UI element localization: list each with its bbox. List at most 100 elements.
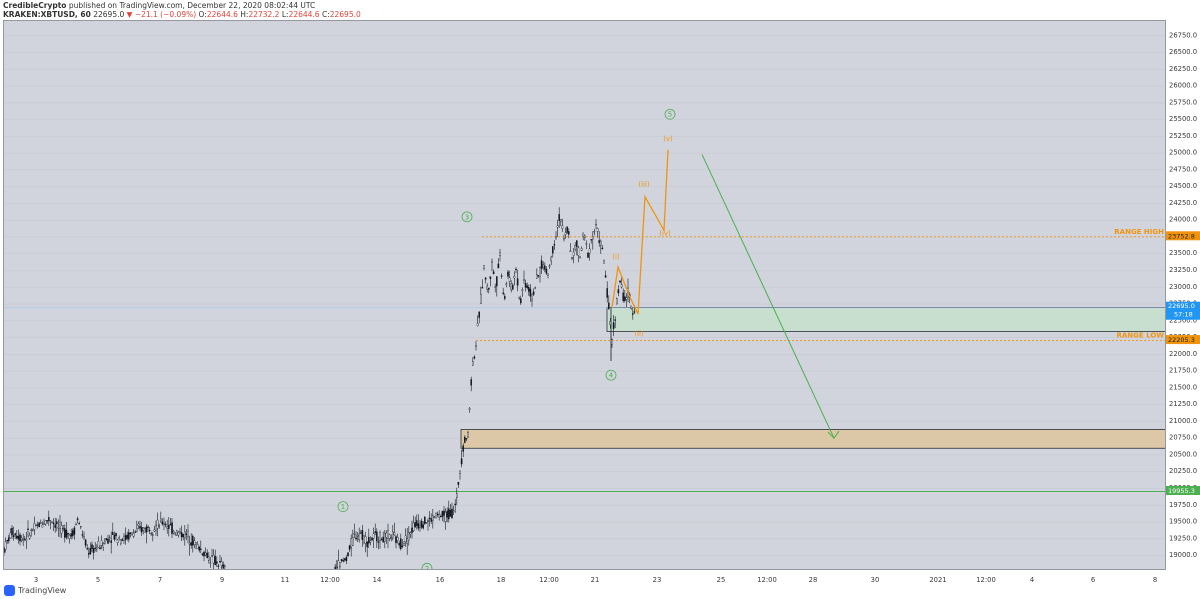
candle-body <box>15 535 18 539</box>
candle-body <box>464 436 466 443</box>
candle-body <box>105 538 108 541</box>
candle-body <box>40 522 42 524</box>
candle-body <box>52 522 55 524</box>
candle-body <box>121 539 124 541</box>
chart-plot-area[interactable]: RANGE HIGH RANGE LOW 1 2 3 4 5 (i) (ii) (iii) (iv)… <box>3 20 1166 570</box>
candle-body <box>427 520 429 522</box>
candle-body <box>619 280 621 283</box>
candle-body <box>459 470 461 474</box>
candle-body <box>360 532 362 534</box>
candle-body <box>552 246 554 254</box>
candle-body <box>480 293 482 304</box>
candle-body <box>441 511 444 517</box>
y-tick-label: 21000.0 <box>1169 417 1197 425</box>
candle-body <box>595 224 597 226</box>
price-chart[interactable]: RANGE HIGH RANGE LOW 1 2 3 4 5 (i) (ii) (iii) (iv)… <box>4 21 1166 570</box>
candle-body <box>67 532 69 535</box>
candle-body <box>468 408 471 410</box>
range-low-tag-text: 22205.3 <box>1168 336 1195 344</box>
candle-body <box>166 526 169 529</box>
candle-body <box>612 322 615 329</box>
candle-body <box>588 248 591 254</box>
candle-body <box>568 231 570 235</box>
candle-body <box>379 532 381 542</box>
candle-body <box>457 482 460 485</box>
price-axis[interactable]: 26750.0 26500.0 26250.0 26000.0 25750.0 25500… <box>1166 20 1200 570</box>
candle-body <box>60 525 63 534</box>
candle-body <box>148 529 151 531</box>
x-tick-label: 11 <box>281 576 290 584</box>
tradingview-brand[interactable]: TradingView <box>4 585 66 596</box>
candle-body <box>396 537 399 541</box>
candle-body <box>518 297 520 299</box>
wave-label-v: (v) <box>663 135 673 143</box>
candle-body <box>24 538 26 540</box>
open-label: O: <box>198 10 207 19</box>
candle-body <box>211 555 213 557</box>
candle-body <box>598 240 600 244</box>
candle-body <box>404 535 407 543</box>
candle-body <box>508 277 511 282</box>
candle-body <box>576 240 578 247</box>
candle-body <box>56 521 58 525</box>
x-tick-label: 30 <box>871 576 880 584</box>
candle-body <box>550 256 552 262</box>
y-tick-label: 23250.0 <box>1169 266 1197 274</box>
candle-body <box>54 524 56 528</box>
candle-body <box>48 517 50 521</box>
candle-body <box>76 518 79 521</box>
candle-body <box>572 251 575 256</box>
wave-label-iii: (iii) <box>638 181 650 189</box>
last-price: 22695.0 <box>93 10 125 19</box>
candle-body <box>153 529 156 532</box>
candle-body <box>33 523 36 530</box>
candle-body <box>65 529 68 538</box>
wave-circle <box>337 501 349 513</box>
candle-body <box>223 565 226 567</box>
candle-body <box>355 537 357 540</box>
candle-body <box>387 530 389 539</box>
candle-body <box>456 493 458 498</box>
time-axis[interactable]: 3 5 7 9 11 12:00 14 16 18 12:00 21 23 25 12:00 28 30 202… <box>3 570 1166 584</box>
candle-body <box>212 555 215 564</box>
candle-body <box>73 527 76 535</box>
demand-zone <box>460 429 1165 449</box>
x-tick-label: 5 <box>96 576 100 584</box>
publisher-name[interactable]: CredibleCrypto <box>3 1 67 10</box>
wave-label-w5: 5 <box>668 111 672 119</box>
wave-circle <box>605 369 617 381</box>
candle-body <box>191 535 194 546</box>
candle-body <box>44 520 47 525</box>
candle-body <box>625 297 628 300</box>
wave-label-i: (i) <box>612 253 620 261</box>
candle-body <box>110 540 112 543</box>
y-tick-label: 25500.0 <box>1169 115 1197 123</box>
candle-body <box>134 531 137 533</box>
candle-body <box>103 541 106 544</box>
candle-body <box>350 538 353 548</box>
candle-body <box>17 535 20 540</box>
wave-circle <box>421 562 433 569</box>
candle-body <box>406 538 409 544</box>
y-tick-label: 21250.0 <box>1169 400 1197 408</box>
candle-body <box>460 458 463 465</box>
candle-body <box>483 265 485 269</box>
y-tick-label: 22500.0 <box>1169 316 1197 324</box>
y-tick-label: 23500.0 <box>1169 249 1197 257</box>
candle-body <box>193 540 196 545</box>
candle-body <box>624 296 626 301</box>
candle-body <box>481 287 484 289</box>
candle-body <box>513 276 516 279</box>
candle-body <box>180 532 183 538</box>
candle-body <box>222 564 225 569</box>
candle-body <box>372 533 375 539</box>
candle-body <box>132 532 135 537</box>
y-tick-label: 26250.0 <box>1169 65 1197 73</box>
y-tick-label: 22000.0 <box>1169 350 1197 358</box>
symbol-name[interactable]: KRAKEN:XBTUSD, 60 <box>3 10 91 19</box>
candle-body <box>64 528 66 538</box>
wave-label-w2: 2 <box>425 565 429 570</box>
candle-body <box>336 566 338 568</box>
arrow-head-icon <box>827 430 840 439</box>
candle-body <box>94 547 96 549</box>
